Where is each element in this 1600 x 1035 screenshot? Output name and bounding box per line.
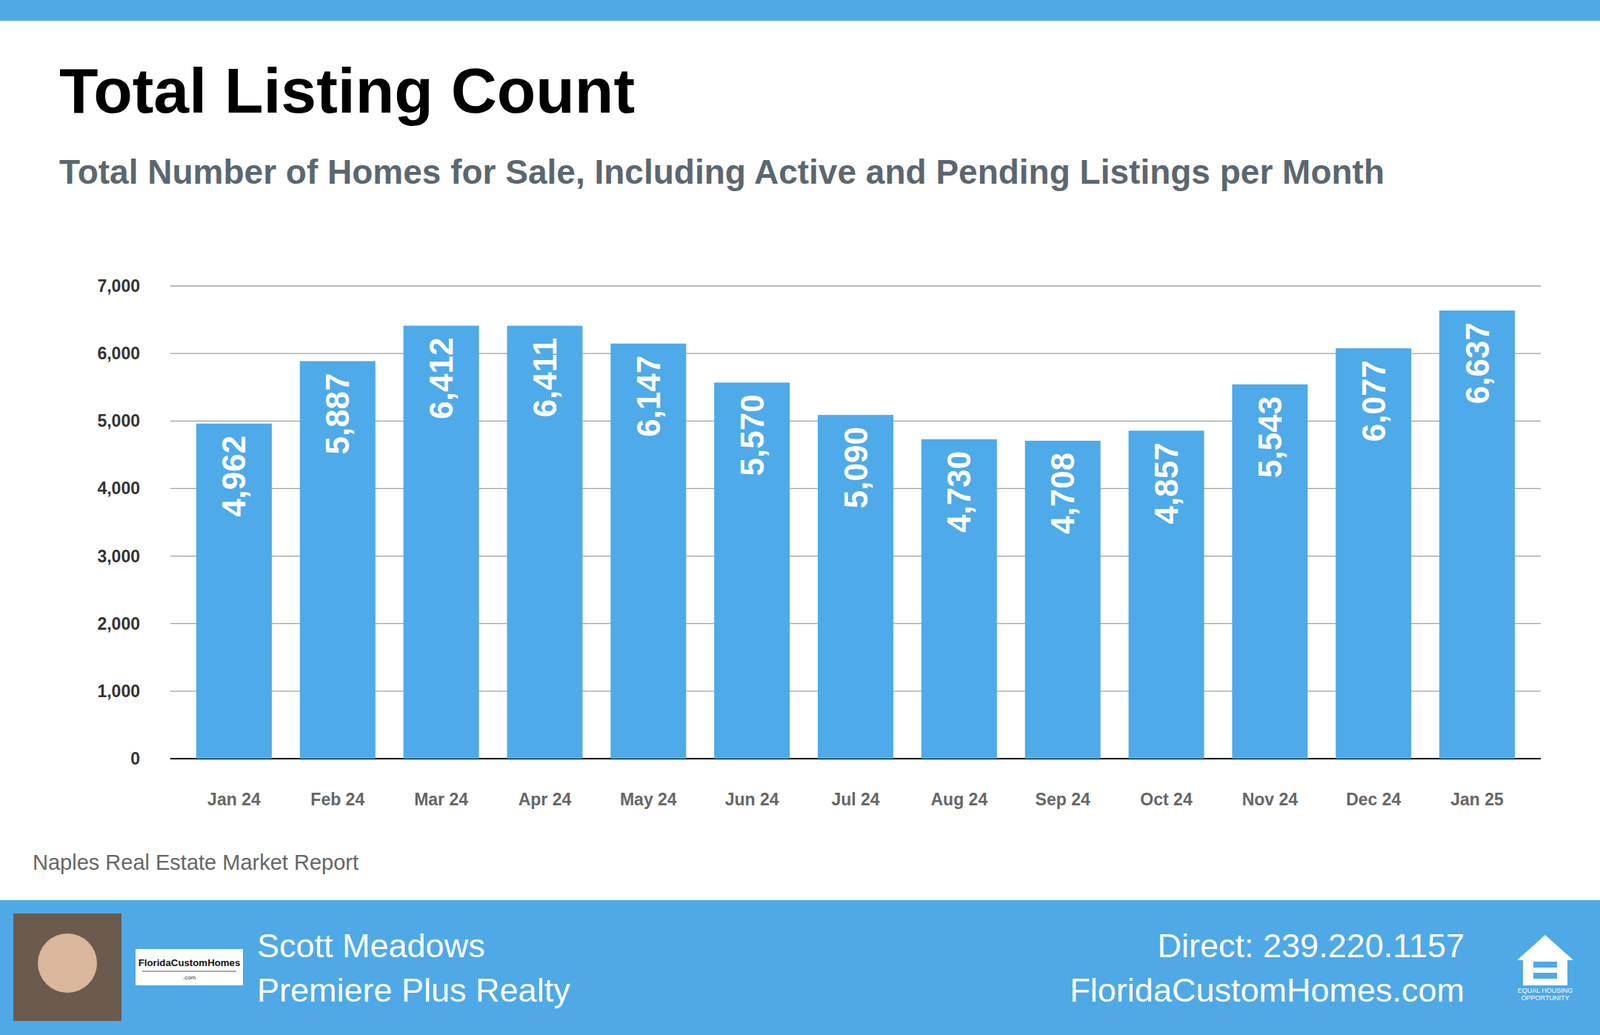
grid bbox=[170, 285, 1541, 759]
agent-phone: Direct: 239.220.1157 bbox=[1157, 926, 1465, 965]
bars bbox=[196, 310, 1515, 759]
data-label: 4,857 bbox=[1148, 442, 1185, 524]
x-tick-label: Oct 24 bbox=[1140, 789, 1193, 809]
y-tick-label: 5,000 bbox=[97, 411, 140, 431]
x-tick-label: Mar 24 bbox=[414, 789, 469, 809]
y-tick-label: 1,000 bbox=[97, 681, 140, 701]
logo-sub: .com bbox=[182, 974, 197, 981]
y-tick-label: 7,000 bbox=[97, 276, 140, 296]
chart-root: Total Listing Count Total Number of Homes… bbox=[0, 0, 1600, 1035]
agent-name: Scott Meadows bbox=[257, 926, 486, 965]
bar bbox=[714, 382, 790, 759]
source: Naples Real Estate Market Report bbox=[32, 850, 359, 875]
bar bbox=[506, 325, 583, 759]
footer-band bbox=[0, 900, 1600, 1035]
agent-photo bbox=[13, 913, 122, 1021]
data-label: 6,411 bbox=[526, 337, 563, 418]
logo-box bbox=[135, 948, 243, 986]
y-tick-label: 2,000 bbox=[97, 614, 140, 634]
house-shape bbox=[1517, 934, 1574, 986]
grid-line bbox=[170, 352, 1541, 354]
y-tick-label: 3,000 bbox=[97, 546, 140, 566]
agent-photo-face bbox=[37, 933, 98, 993]
x-tick-label: Jun 24 bbox=[725, 789, 780, 809]
bar bbox=[817, 414, 894, 759]
logo-text: FloridaCustomHomes bbox=[138, 957, 241, 969]
x-tick-label: Apr 24 bbox=[518, 789, 572, 809]
x-tick-label: Jan 24 bbox=[207, 789, 261, 809]
data-label: 5,090 bbox=[837, 426, 875, 509]
bar bbox=[196, 423, 272, 759]
agent-company: Premiere Plus Realty bbox=[257, 971, 571, 1009]
data-label: 6,147 bbox=[630, 355, 667, 438]
x-tick-label: Jul 24 bbox=[831, 789, 880, 809]
logo-rule bbox=[142, 971, 237, 972]
y-tick-label: 4,000 bbox=[97, 478, 140, 498]
data-labels: 4,962 5,887 6,412 6,411 6,147 5,570 5,090 4,730… bbox=[215, 322, 1495, 535]
x-tick-label: Aug 24 bbox=[931, 789, 989, 809]
data-label: 4,730 bbox=[940, 451, 978, 533]
y-tick-label: 6,000 bbox=[97, 343, 140, 363]
bar bbox=[1439, 310, 1515, 759]
x-tick-label: Dec 24 bbox=[1345, 789, 1401, 809]
bar bbox=[1025, 440, 1101, 759]
x-tick-label: Sep 24 bbox=[1035, 789, 1091, 809]
data-label: 4,962 bbox=[215, 435, 252, 518]
data-label: 6,412 bbox=[422, 337, 460, 420]
equal-housing-text: OPPORTUNITY bbox=[1521, 994, 1570, 1002]
x-tick-label: May 24 bbox=[620, 789, 678, 809]
bar bbox=[1335, 348, 1412, 759]
data-label: 6,637 bbox=[1459, 322, 1496, 404]
data-label: 4,708 bbox=[1044, 452, 1081, 535]
x-tick-label: Jan 25 bbox=[1450, 789, 1504, 809]
data-label: 5,543 bbox=[1251, 396, 1289, 478]
background bbox=[0, 0, 1600, 1035]
x-tick-label: Feb 24 bbox=[310, 789, 365, 809]
bar bbox=[610, 343, 686, 759]
bar bbox=[1231, 384, 1308, 759]
top-band bbox=[0, 0, 1600, 21]
house-bar bbox=[1533, 961, 1558, 968]
grid-line bbox=[170, 285, 1541, 286]
agent-website: FloridaCustomHomes.com bbox=[1069, 971, 1465, 1009]
bar bbox=[300, 360, 376, 759]
bar bbox=[921, 439, 998, 759]
y-tick-label: 0 bbox=[130, 748, 140, 769]
equal-housing-text: EQUAL HOUSING bbox=[1517, 986, 1574, 995]
data-label: 6,077 bbox=[1355, 360, 1392, 442]
house-bar bbox=[1533, 972, 1558, 979]
data-label: 5,887 bbox=[319, 372, 356, 455]
subtitle: Total Number of Homes for Sale, Includin… bbox=[59, 152, 1385, 192]
bar bbox=[1128, 430, 1205, 759]
title: Total Listing Count bbox=[59, 54, 635, 126]
x-tick-label: Nov 24 bbox=[1242, 789, 1299, 809]
bar bbox=[403, 325, 480, 759]
equal-housing-icon bbox=[1517, 934, 1574, 986]
data-label: 5,570 bbox=[734, 394, 771, 476]
